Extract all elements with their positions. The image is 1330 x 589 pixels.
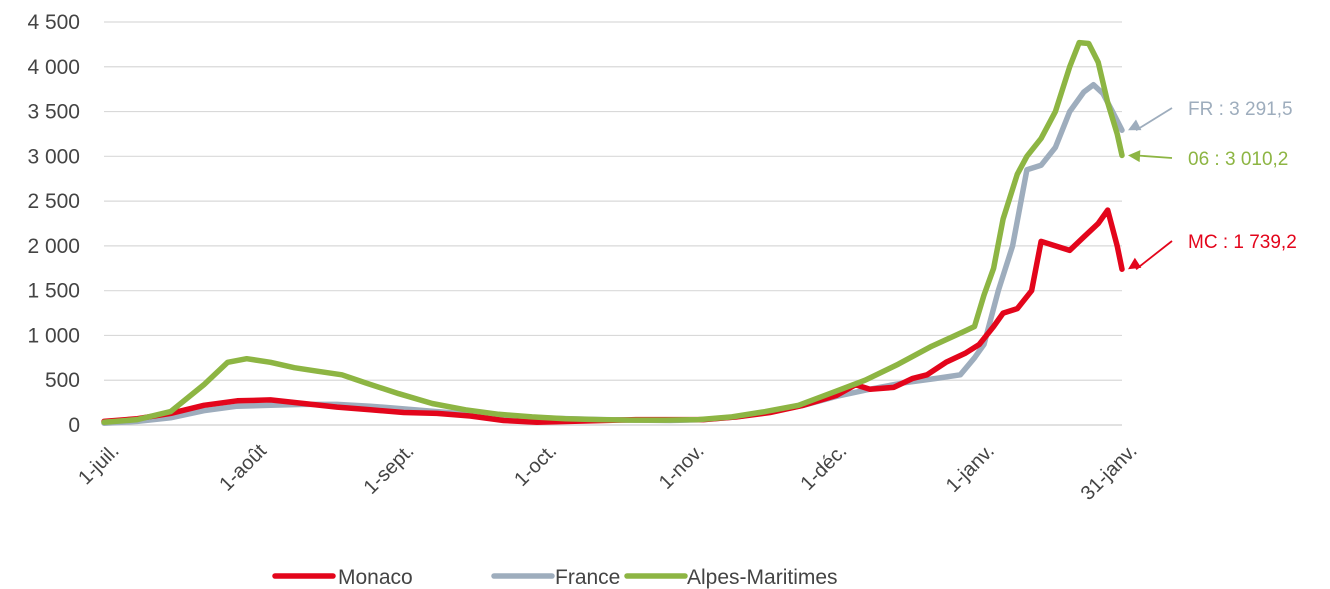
series-line-france	[101, 81, 1125, 426]
y-tick-label: 3 000	[27, 145, 80, 168]
y-tick-label: 1 500	[27, 280, 80, 303]
x-tick-label: 1-août	[215, 440, 271, 496]
y-tick-label: 4 000	[27, 56, 80, 79]
series-line-monaco	[101, 207, 1125, 426]
annotation-label-monaco: MC : 1 739,2	[1188, 232, 1297, 253]
annotation-arrowhead-alpes-maritimes	[1128, 150, 1141, 163]
x-tick-label: 1-déc.	[796, 440, 851, 495]
annotation-arrow-alpes-maritimes	[1135, 154, 1173, 159]
x-tick-label: 1-janv.	[942, 440, 999, 497]
legend-label-monaco: Monaco	[338, 566, 413, 589]
annotation-label-france: FR : 3 291,5	[1188, 99, 1293, 120]
legend-label-france: France	[555, 566, 620, 589]
y-tick-label: 2 500	[27, 190, 80, 213]
y-tick-label: 2 000	[27, 235, 80, 258]
y-tick-label: 4 500	[27, 11, 80, 34]
gridlines	[104, 21, 1122, 381]
annotation-arrowhead-france	[1128, 119, 1142, 131]
annotation-label-alpes-maritimes: 06 : 3 010,2	[1188, 149, 1288, 170]
annotation-arrow-monaco	[1135, 240, 1173, 270]
x-axis-ticks: 1-juil. 1-août 1-sept. 1-oct. 1-nov. 1-déc. 1-…	[74, 440, 1141, 505]
y-tick-label: 3 500	[27, 101, 80, 124]
x-tick-label: 1-juil.	[74, 440, 123, 489]
annotations: FR : 3 291,5 06 : 3 010,2 MC : 1 739,2	[1128, 99, 1297, 270]
y-tick-label: 1 000	[27, 324, 80, 347]
series-lines	[101, 39, 1125, 426]
series-line-alpes-maritimes	[101, 39, 1125, 426]
y-tick-label: 500	[45, 369, 80, 392]
annotation-arrowhead-monaco	[1128, 257, 1142, 270]
legend-label-alpes-maritimes: Alpes-Maritimes	[687, 566, 838, 589]
legend: Monaco France Alpes-Maritimes	[272, 566, 838, 589]
x-tick-label: 1-sept.	[360, 440, 419, 499]
annotation-arrow-france	[1135, 107, 1173, 131]
y-tick-label: 0	[68, 414, 80, 437]
x-tick-label: 1-oct.	[510, 440, 561, 491]
x-tick-label: 1-nov.	[655, 440, 709, 494]
y-axis-ticks: 0 500 1 000 1 500 2 000 2 500 3 000 3 500 4 000 4…	[27, 11, 80, 437]
x-tick-label: 31-janv.	[1077, 440, 1142, 505]
